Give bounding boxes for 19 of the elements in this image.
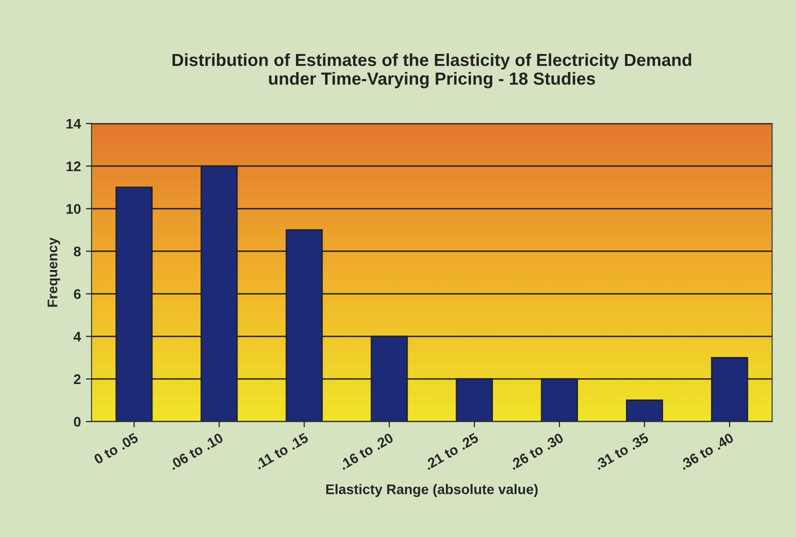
chart-title: Distribution of Estimates of the Elasticity of Electricity Demand under Time-Varying Pricing - 18 Studies — [172, 53, 692, 88]
x-tick-label: .21 to .25 — [424, 432, 480, 470]
y-tick-label: 8 — [74, 246, 81, 256]
y-tick-label: 2 — [74, 374, 81, 384]
x-tick-label: .06 to .10 — [168, 432, 224, 470]
x-tick-label: .36 to .40 — [679, 432, 734, 470]
x-tick-label: .31 to .35 — [594, 432, 650, 470]
y-tick-label: 14 — [66, 118, 82, 129]
x-tick-label: .26 to .30 — [508, 432, 564, 470]
y-axis-title: Frequency — [48, 237, 60, 307]
y-tick-label: 12 — [66, 161, 81, 172]
x-axis-title: Elasticty Range (absolute value) — [326, 484, 538, 498]
y-tick-label: 10 — [66, 204, 81, 214]
x-tick-label: .11 to .15 — [254, 432, 309, 470]
y-tick-label: 0 — [74, 416, 81, 427]
x-tick-label: 0 to .05 — [93, 432, 139, 464]
y-tick-label: 4 — [74, 332, 82, 342]
x-tick-label: .16 to .20 — [338, 432, 394, 470]
y-tick-label: 6 — [74, 289, 81, 299]
